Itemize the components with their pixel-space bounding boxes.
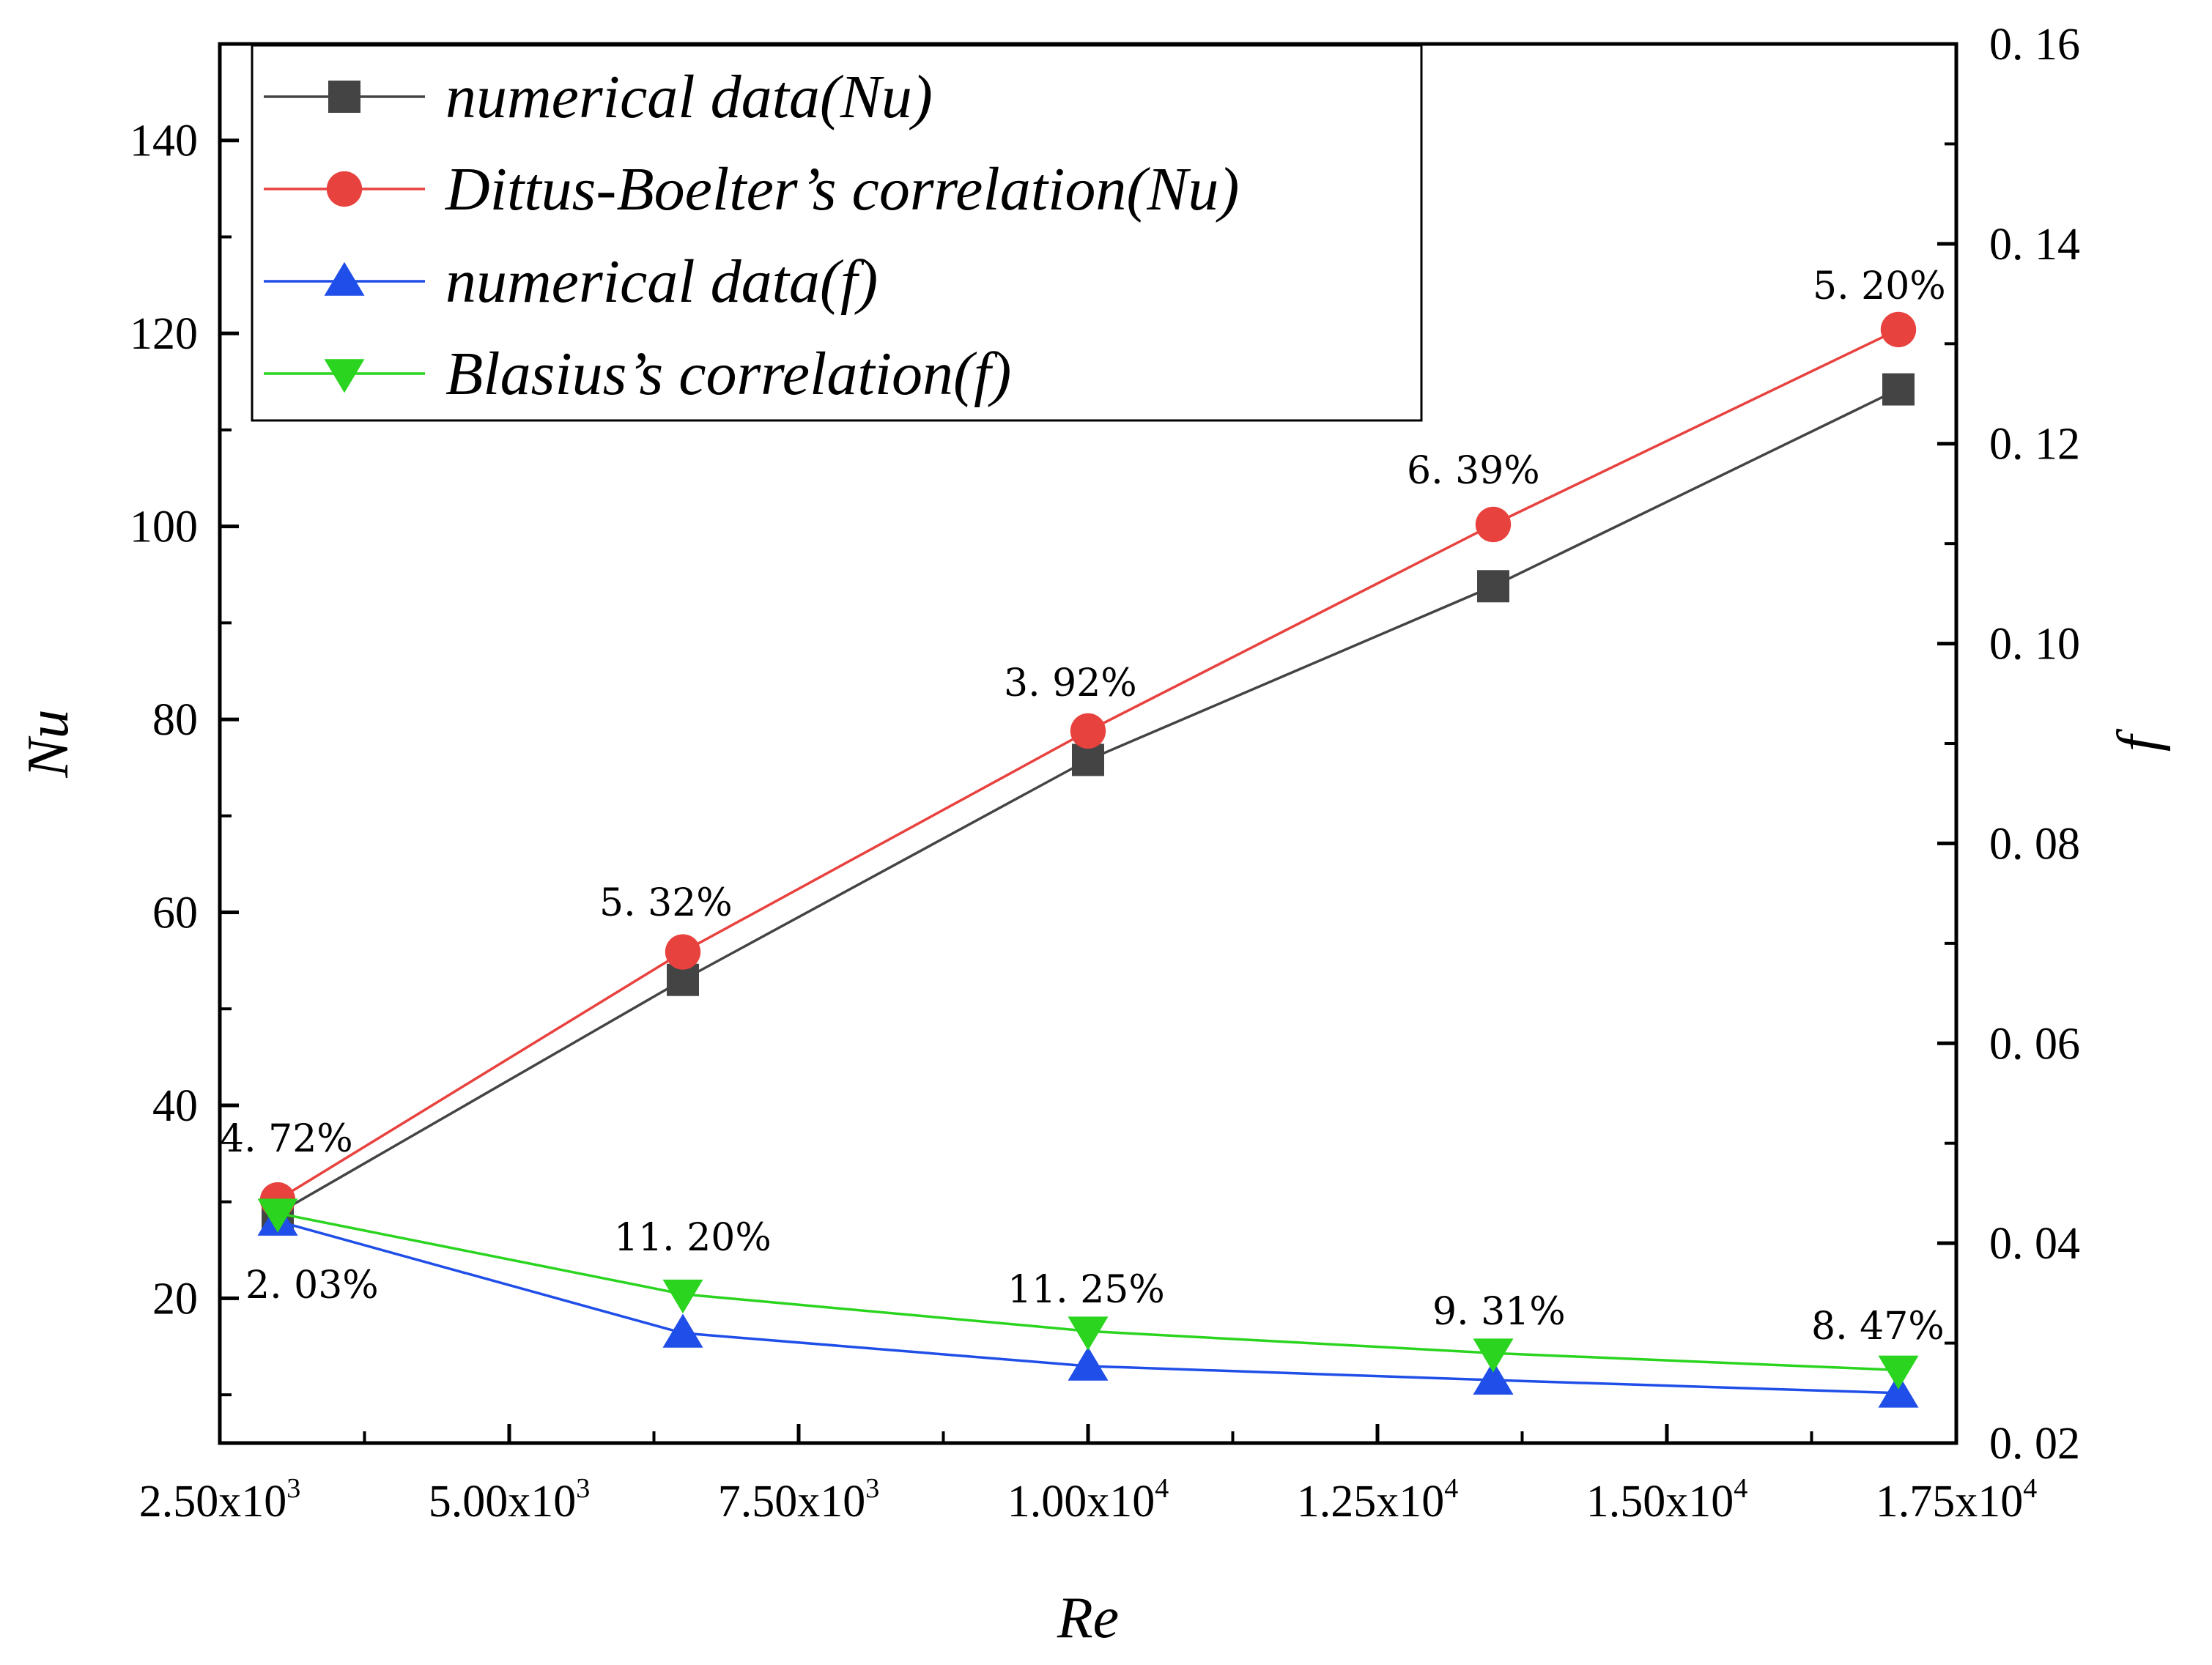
- series-1: [262, 373, 1915, 1230]
- annotation-label: 4. 72%: [220, 1117, 353, 1161]
- y-left-tick-label: 140: [130, 116, 198, 166]
- y-right-tick-label: 0. 06: [1989, 1019, 2080, 1069]
- annotation-label: 5. 32%: [599, 881, 733, 925]
- data-point: [1068, 1346, 1109, 1381]
- annotation-label: 2. 03%: [245, 1264, 379, 1308]
- data-point: [1878, 1373, 1919, 1408]
- legend-label: numerical data(f): [445, 248, 878, 316]
- y-right-tick-label: 0. 04: [1989, 1219, 2080, 1269]
- y-right-tick-label: 0. 14: [1989, 220, 2080, 270]
- y-left-tick-label: 100: [130, 503, 198, 552]
- data-point: [662, 1279, 703, 1314]
- data-point: [1475, 506, 1512, 543]
- data-point: [1477, 570, 1509, 603]
- data-point: [665, 934, 701, 970]
- y-axis-right-title: f: [2106, 728, 2171, 752]
- data-point: [1878, 1355, 1919, 1390]
- data-point: [257, 1198, 298, 1233]
- legend-label: Dittus-Boelter’s correlation(Nu): [445, 155, 1239, 223]
- legend-item: numerical data(f): [264, 248, 878, 316]
- data-point: [1072, 743, 1104, 776]
- data-point: [1473, 1338, 1514, 1373]
- data-point: [1473, 1360, 1514, 1395]
- annotation-label: 5. 20%: [1813, 264, 1946, 308]
- annotation-label: 11. 20%: [614, 1216, 772, 1260]
- data-point: [662, 1313, 703, 1348]
- series-line: [277, 387, 1899, 1215]
- y-left-tick-label: 40: [152, 1081, 198, 1131]
- y-right-tick-label: 0. 08: [1989, 819, 2080, 869]
- y-left-tick-label: 80: [152, 695, 198, 745]
- legend-marker: [324, 359, 365, 393]
- y-right-tick-label: 0. 16: [1989, 20, 2080, 70]
- x-tick-label: 1.50x104: [1586, 1473, 1748, 1527]
- data-point: [1068, 1316, 1109, 1351]
- data-point: [1882, 373, 1915, 406]
- x-tick-label: 7.50x103: [718, 1473, 880, 1527]
- x-tick-label: 1.25x104: [1297, 1473, 1459, 1527]
- data-point: [1070, 713, 1106, 749]
- x-axis-title: Re: [1057, 1586, 1119, 1650]
- y-right-tick-label: 0. 12: [1989, 420, 2080, 470]
- y-right-tick-label: 0. 10: [1989, 620, 2080, 670]
- legend-item: Dittus-Boelter’s correlation(Nu): [264, 155, 1239, 223]
- y-right-tick-label: 0. 02: [1989, 1419, 2080, 1469]
- legend-marker: [328, 81, 360, 113]
- annotation-label: 8. 47%: [1811, 1305, 1945, 1349]
- x-tick-label: 1.00x104: [1007, 1473, 1169, 1527]
- legend-label: numerical data(Nu): [445, 63, 933, 131]
- annotation-label: 6. 39%: [1407, 449, 1540, 493]
- series-4: [257, 1198, 1919, 1390]
- legend-label: Blasius’s correlation(f): [445, 340, 1011, 408]
- legend-item: numerical data(Nu): [264, 63, 933, 131]
- annotations: 4. 72% 5. 32% 3. 92% 6. 39% 5. 20% 2. 03…: [220, 264, 1946, 1349]
- y-axis-left-title: Nu: [16, 709, 81, 778]
- annotation-label: 3. 92%: [1004, 661, 1137, 705]
- series-layer: [257, 311, 1919, 1408]
- legend-marker: [324, 262, 365, 296]
- plot-frame: [218, 42, 1958, 1445]
- legend-marker: [326, 171, 363, 207]
- data-point: [1880, 311, 1917, 348]
- y-left-tick-label: 20: [152, 1274, 198, 1324]
- y-left-tick-label: 60: [152, 889, 198, 938]
- legend: numerical data(Nu) Dittus-Boelter’s corre…: [251, 44, 1423, 422]
- legend-item: Blasius’s correlation(f): [264, 340, 1011, 408]
- legend-box: [251, 44, 1423, 422]
- series-3: [257, 1201, 1919, 1408]
- x-tick-label: 1.75x104: [1876, 1473, 2038, 1527]
- y-left-tick-label: 120: [130, 309, 198, 359]
- annotation-label: 9. 31%: [1432, 1290, 1566, 1334]
- annotation-label: 11. 25%: [1007, 1268, 1165, 1312]
- x-tick-label: 5.00x103: [429, 1473, 591, 1527]
- x-tick-label: 2.50x103: [139, 1473, 301, 1527]
- tick-labels: 2.50x103 5.00x103 7.50x103 1.00x104 1.25x104…: [130, 20, 2080, 1527]
